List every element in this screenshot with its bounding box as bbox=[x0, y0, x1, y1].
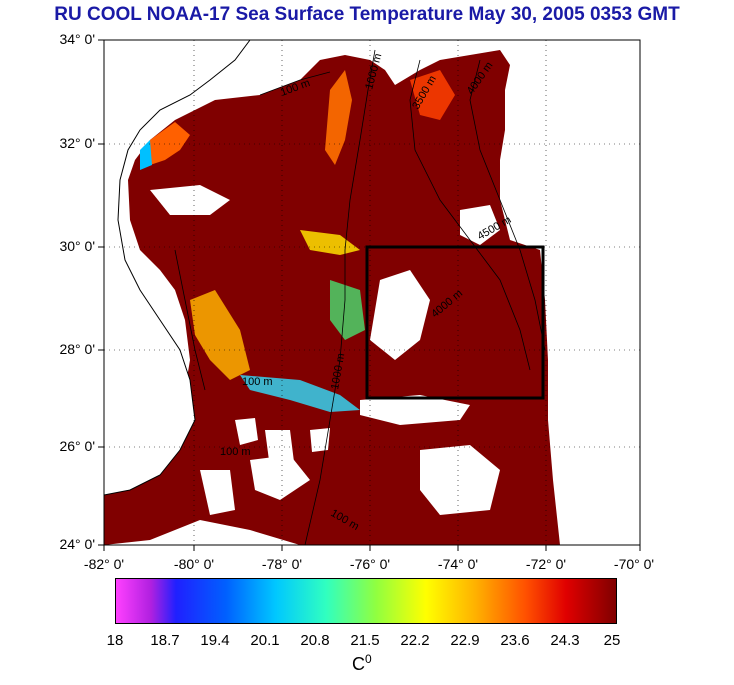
lon-label: -70° 0' bbox=[613, 556, 655, 572]
cloud-patch-3 bbox=[150, 185, 230, 215]
colorbar-tick: 22.2 bbox=[400, 632, 430, 649]
unit-superscript: 0 bbox=[365, 652, 372, 666]
study-area-box bbox=[365, 245, 545, 400]
florida-land bbox=[104, 40, 250, 495]
sst-cool-edge-2 bbox=[140, 140, 152, 170]
cloud-patch-6 bbox=[460, 205, 500, 245]
lon-label: -78° 0' bbox=[261, 556, 303, 572]
sst-front-band bbox=[190, 290, 250, 380]
island-3 bbox=[200, 470, 235, 515]
cloud-patch-2 bbox=[360, 395, 470, 425]
colorbar-tick: 20.1 bbox=[250, 632, 280, 649]
sst-warm-streak-2 bbox=[410, 70, 455, 120]
lon-label: -82° 0' bbox=[83, 556, 125, 572]
contour-4500m bbox=[469, 59, 546, 351]
lat-label: 26° 0' bbox=[59, 438, 95, 454]
nodata-east bbox=[505, 40, 640, 545]
lon-label: -80° 0' bbox=[173, 556, 215, 572]
coastline bbox=[104, 40, 251, 496]
chart-title: RU COOL NOAA-17 Sea Surface Temperature … bbox=[54, 4, 680, 25]
colorbar-tick: 24.3 bbox=[550, 632, 580, 649]
island-2 bbox=[265, 430, 295, 470]
colorbar-tick: 25 bbox=[603, 632, 621, 649]
sst-cool-edge bbox=[150, 122, 190, 165]
lon-label: -74° 0' bbox=[437, 556, 479, 572]
cloud-patch-5 bbox=[420, 445, 500, 515]
contour-label: 100 m bbox=[242, 376, 273, 388]
colorbar-tick: 20.8 bbox=[300, 632, 330, 649]
sst-warm-streak bbox=[325, 70, 352, 165]
colorbar-tick: 22.9 bbox=[450, 632, 480, 649]
contour-label: 100 m bbox=[220, 446, 251, 458]
lat-label: 34° 0' bbox=[59, 31, 95, 47]
cloud-patch bbox=[370, 270, 430, 360]
axis-ticks bbox=[98, 39, 641, 551]
map-frame bbox=[103, 39, 641, 546]
contour-1000m bbox=[304, 49, 376, 545]
colorbar-tick: 23.6 bbox=[500, 632, 530, 649]
cloud-patch-4 bbox=[250, 455, 310, 500]
island-4 bbox=[310, 428, 330, 452]
contour-4000m bbox=[409, 59, 531, 371]
lat-label: 28° 0' bbox=[59, 341, 95, 357]
colorbar-tick: 18 bbox=[106, 632, 124, 649]
unit-base: C bbox=[352, 654, 365, 674]
colorbar-tick: 19.4 bbox=[200, 632, 230, 649]
colorbar bbox=[115, 578, 617, 624]
lon-label: -76° 0' bbox=[349, 556, 391, 572]
colorbar-tick: 21.5 bbox=[350, 632, 380, 649]
sst-front-band-4 bbox=[330, 280, 365, 340]
grid-lines bbox=[104, 40, 640, 545]
island-1 bbox=[235, 418, 258, 445]
contour-100m bbox=[174, 71, 331, 391]
colorbar-tick: 18.7 bbox=[150, 632, 180, 649]
lat-label: 32° 0' bbox=[59, 135, 95, 151]
colorbar-unit: C0 bbox=[352, 652, 372, 675]
lat-label: 30° 0' bbox=[59, 238, 95, 254]
sst-front-band-2 bbox=[240, 375, 360, 412]
lat-label: 24° 0' bbox=[59, 536, 95, 552]
lon-label: -72° 0' bbox=[525, 556, 567, 572]
